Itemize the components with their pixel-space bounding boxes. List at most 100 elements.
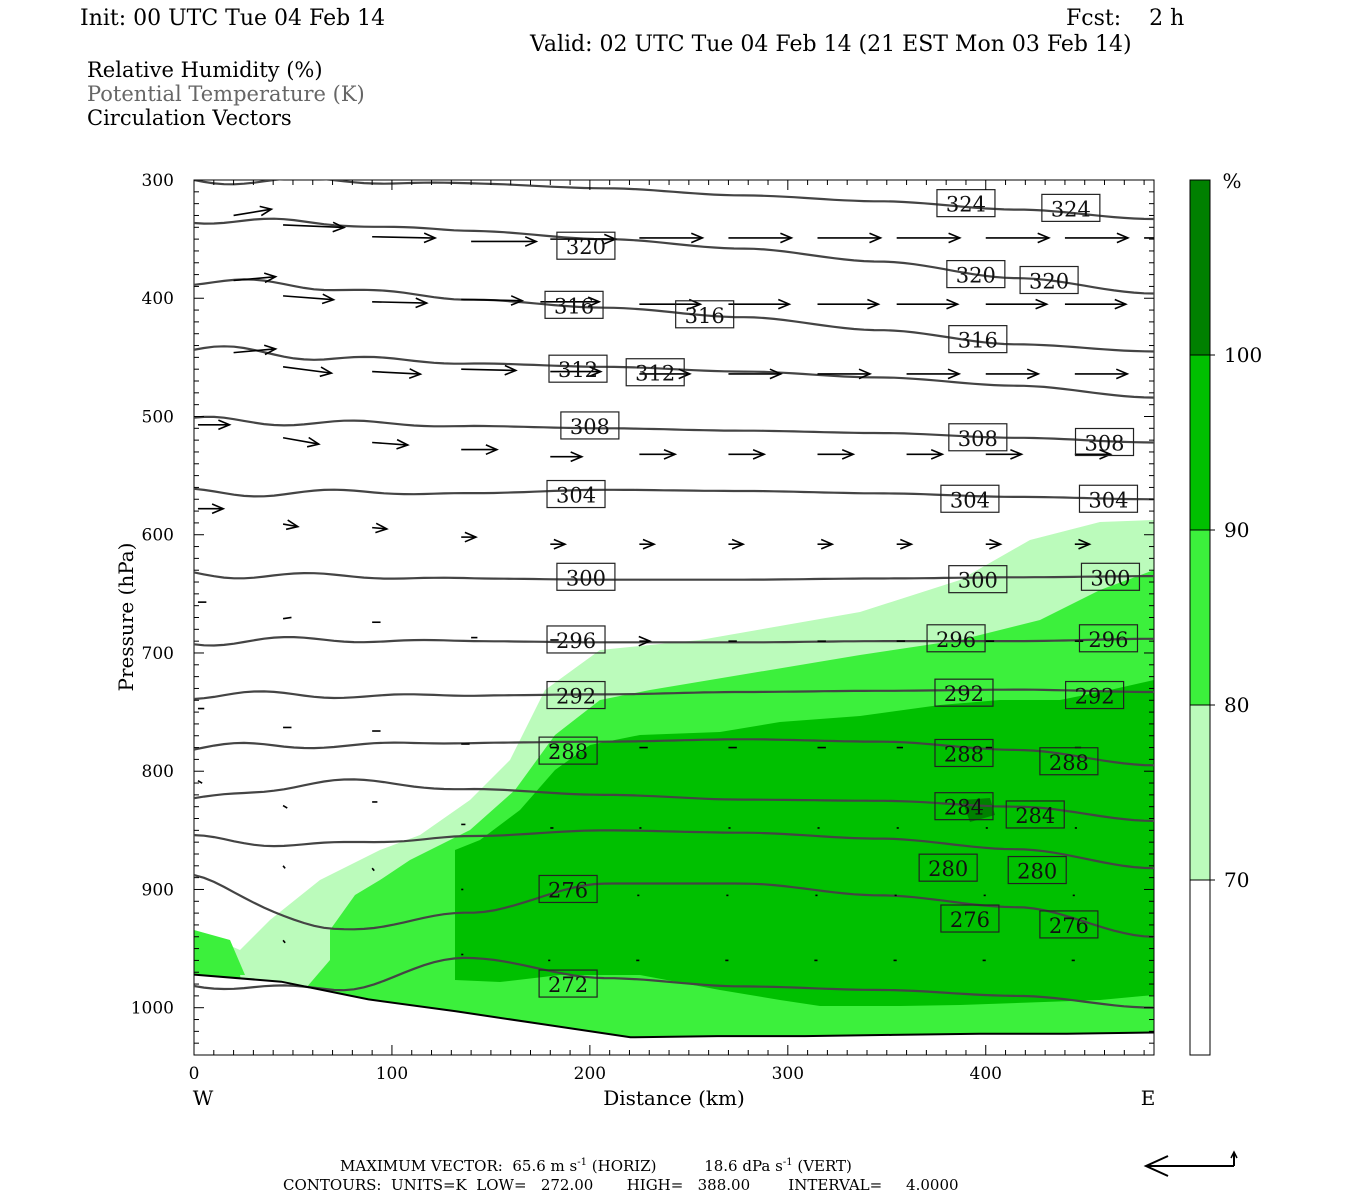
humidity-shading bbox=[194, 520, 1154, 1055]
circulation-vector bbox=[550, 538, 568, 550]
contour-label-box bbox=[934, 738, 994, 768]
circulation-vector bbox=[197, 779, 203, 784]
contour-label-284: 284 bbox=[1005, 800, 1065, 829]
circulation-vector bbox=[197, 503, 226, 515]
vector-head bbox=[777, 298, 792, 310]
circulation-vector bbox=[233, 272, 278, 284]
contour-label-box bbox=[1078, 484, 1139, 513]
circulation-vectors bbox=[197, 205, 1154, 962]
vector-head bbox=[553, 538, 568, 550]
theta-contour-320 bbox=[194, 217, 1154, 295]
contour-label-box bbox=[1039, 910, 1099, 939]
contour-label-296: 296 bbox=[1078, 624, 1139, 653]
contour-info: CONTOURS: UNITS=K LOW= 272.00 HIGH= 388.… bbox=[283, 1176, 959, 1194]
contour-label-box bbox=[934, 792, 994, 821]
contour-label-320: 320 bbox=[556, 231, 616, 260]
vector-shaft bbox=[282, 436, 319, 445]
theta-contour-276 bbox=[194, 874, 1154, 938]
contour-label-box bbox=[948, 325, 1008, 354]
vector-head bbox=[820, 538, 835, 550]
contour-label-308: 308 bbox=[948, 423, 1008, 452]
contour-labels: 324 324 320 320 320 316 316 316 312 312 308 308 308 3… bbox=[538, 189, 1141, 998]
circulation-vector bbox=[550, 451, 584, 463]
vector-head bbox=[332, 221, 347, 233]
contour-label-text: 276 bbox=[1049, 914, 1089, 938]
vector-head bbox=[1099, 448, 1113, 460]
x-tick-label-100: 100 bbox=[376, 1064, 408, 1084]
circulation-vector bbox=[985, 448, 1024, 460]
vector-head bbox=[1026, 368, 1041, 380]
vector-head bbox=[780, 232, 794, 244]
contour-label-288: 288 bbox=[1039, 747, 1099, 776]
circulation-vector bbox=[461, 444, 499, 456]
contour-label-284: 284 bbox=[934, 792, 994, 821]
legend-circulation-vectors: Circulation Vectors bbox=[87, 106, 292, 130]
contour-label-316: 316 bbox=[544, 290, 604, 319]
vector-head bbox=[678, 368, 692, 380]
y-tick-label-500: 500 bbox=[142, 407, 174, 427]
contour-label-text: 304 bbox=[950, 488, 990, 512]
vector-head bbox=[218, 419, 232, 431]
contour-label-292: 292 bbox=[546, 680, 606, 710]
vector-head bbox=[638, 635, 652, 647]
contour-label-304: 304 bbox=[1078, 484, 1139, 513]
circulation-vector bbox=[639, 538, 657, 550]
circulation-vector bbox=[985, 368, 1041, 380]
forecast-hour: Fcst: 2 h bbox=[1066, 6, 1185, 31]
circulation-vector bbox=[282, 366, 334, 378]
contour-label-text: 292 bbox=[944, 682, 984, 706]
vector-shaft bbox=[371, 867, 375, 872]
contour-label-text: 316 bbox=[554, 294, 594, 318]
contour-label-box bbox=[1065, 680, 1125, 710]
contour-label-box bbox=[1005, 800, 1065, 829]
colorbar-swatch bbox=[1189, 354, 1211, 531]
vector-head bbox=[948, 232, 962, 244]
contour-label-276: 276 bbox=[940, 904, 1000, 933]
init-time: Init: 00 UTC Tue 04 Feb 14 bbox=[80, 6, 386, 31]
vector-head bbox=[464, 531, 478, 543]
vector-head bbox=[408, 368, 423, 379]
vector-head bbox=[1037, 232, 1051, 244]
contour-label-box bbox=[946, 259, 1006, 289]
contour-label-text: 304 bbox=[1088, 488, 1128, 512]
contour-label-272: 272 bbox=[538, 969, 598, 998]
y-tick-label-800: 800 bbox=[142, 762, 174, 782]
contour-label-292: 292 bbox=[934, 678, 994, 707]
colorbar: % 100 90 80 70 bbox=[1189, 169, 1262, 1056]
contour-label-280: 280 bbox=[1007, 855, 1067, 885]
vector-shaft bbox=[282, 616, 292, 620]
vector-head bbox=[589, 366, 603, 377]
contour-label-300: 300 bbox=[948, 565, 1008, 594]
circulation-vector bbox=[906, 448, 945, 460]
vector-head bbox=[263, 344, 278, 356]
colorbar-label-70: 70 bbox=[1224, 868, 1249, 892]
vector-head bbox=[504, 364, 518, 376]
vector-shaft bbox=[233, 348, 276, 354]
contour-label-288: 288 bbox=[934, 738, 994, 768]
circulation-vector bbox=[985, 298, 1049, 310]
west-label: W bbox=[193, 1086, 214, 1110]
circulation-vector bbox=[896, 232, 962, 244]
contour-label-text: 320 bbox=[1029, 270, 1069, 294]
colorbar-swatch bbox=[1189, 704, 1211, 881]
vector-head bbox=[510, 295, 525, 306]
vector-head bbox=[663, 448, 678, 460]
circulation-vector bbox=[728, 368, 783, 380]
contour-label-box bbox=[675, 300, 735, 329]
contour-label-text: 296 bbox=[936, 628, 976, 652]
contour-label-324: 324 bbox=[1041, 193, 1101, 222]
theta-contour-288 bbox=[194, 738, 1154, 767]
contour-label-296: 296 bbox=[546, 625, 606, 654]
contour-label-box bbox=[546, 680, 606, 710]
y-axis-label: Pressure (hPa) bbox=[114, 543, 138, 692]
circulation-vector bbox=[372, 522, 389, 534]
contour-label-text: 300 bbox=[1090, 566, 1130, 590]
vector-shaft bbox=[282, 523, 298, 528]
vector-head bbox=[858, 368, 873, 380]
reference-vector bbox=[1143, 1150, 1238, 1177]
contour-label-text: 280 bbox=[1017, 860, 1057, 884]
contour-label-text: 308 bbox=[958, 427, 998, 451]
vector-shaft bbox=[372, 235, 436, 239]
contour-label-box bbox=[544, 290, 604, 319]
contour-label-text: 288 bbox=[548, 740, 588, 764]
